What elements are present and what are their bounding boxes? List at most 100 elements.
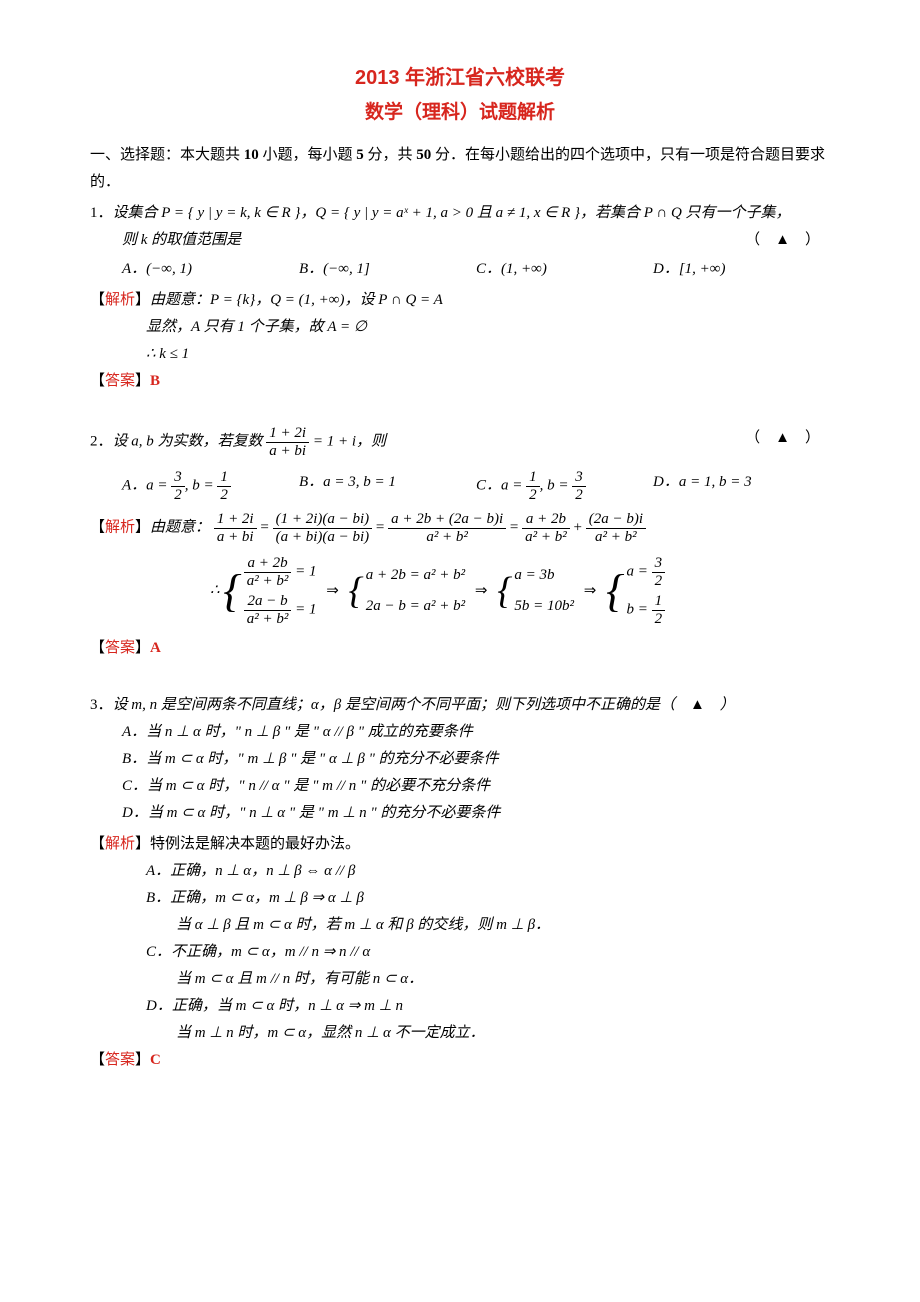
- answer-blank: （ ▲ ）: [745, 425, 820, 452]
- frac-num: a + 2b: [244, 555, 292, 573]
- opt-pre: C．a =: [476, 478, 526, 494]
- q1-stem: 1．设集合 P = { y | y = k, k ∈ R }，Q = { y |…: [90, 200, 830, 227]
- q2-option-a: A．a = 32, b = 12: [122, 469, 299, 503]
- answer-label: 答案: [105, 373, 135, 389]
- q2-analysis-system: ∴ { a + 2ba² + b² = 1 2a − ba² + b² = 1 …: [90, 555, 830, 627]
- q1-answer-value: B: [150, 373, 160, 389]
- bracket: 】: [135, 292, 150, 308]
- frac-num: a + 2b + (2a − b)i: [388, 511, 506, 529]
- frac-den: 2: [652, 573, 666, 590]
- frac-den: a² + b²: [586, 529, 646, 546]
- brace-icon: {: [223, 573, 241, 610]
- frac-den: a² + b²: [244, 573, 292, 590]
- system-3: { a = 3b 5b = 10b²: [497, 562, 574, 620]
- frac-num: 3: [572, 469, 586, 487]
- q3-analysis-d1: D．正确，当 m ⊂ α 时，n ⊥ α ⇒ m ⊥ n: [90, 993, 830, 1020]
- q3-analysis-d2: 当 m ⊥ n 时，m ⊂ α，显然 n ⊥ α 不一定成立．: [90, 1020, 830, 1047]
- bracket: 【: [90, 836, 105, 852]
- arrow-icon: ⇒: [584, 583, 597, 599]
- bracket: 】: [135, 836, 150, 852]
- section-num: 5: [356, 147, 364, 163]
- frac: a + 2ba² + b²: [522, 511, 570, 545]
- bracket: 【: [90, 373, 105, 389]
- question-2: 2．设 a, b 为实数，若复数 1 + 2ia + bi = 1 + i，则 …: [90, 425, 830, 662]
- q2-option-b: B．a = 3, b = 1: [299, 469, 476, 503]
- opt-pre: A．a =: [122, 478, 171, 494]
- brace-icon: {: [497, 576, 512, 606]
- bracket: 】: [135, 640, 150, 656]
- sys-row: 5b = 10b²: [514, 593, 574, 620]
- frac-num: 3: [652, 555, 666, 573]
- q2-answer-value: A: [150, 640, 161, 656]
- frac-den: a² + b²: [244, 611, 292, 628]
- q1-analysis-3: ∴ k ≤ 1: [90, 341, 830, 368]
- q2-stem-pre: 设 a, b 为实数，若复数: [113, 434, 267, 450]
- q2-analysis: 【解析】由题意： 1 + 2ia + bi = (1 + 2i)(a − bi)…: [90, 511, 830, 545]
- opt-mid: , b =: [540, 478, 573, 494]
- question-3: 3．设 m, n 是空间两条不同直线；α，β 是空间两个不同平面；则下列选项中不…: [90, 692, 830, 1074]
- page-title: 2013 年浙江省六校联考: [90, 60, 830, 96]
- frac-den: 2: [572, 487, 586, 504]
- frac-den: a + bi: [214, 529, 257, 546]
- q3-analysis-intro: 特例法是解决本题的最好办法。: [150, 836, 360, 852]
- q1-option-a: A．(−∞, 1): [122, 256, 299, 283]
- page-subtitle: 数学（理科）试题解析: [90, 96, 830, 130]
- section-heading: 一、选择题：本大题共 10 小题，每小题 5 分，共 50 分．在每小题给出的四…: [90, 142, 830, 196]
- frac-num: a + 2b: [522, 511, 570, 529]
- bracket: 【: [90, 640, 105, 656]
- q2-answer: 【答案】A: [90, 635, 830, 662]
- q2-option-d: D．a = 1, b = 3: [653, 469, 830, 503]
- q1-number: 1．: [90, 205, 113, 221]
- system-4: { a = 32 b = 12: [606, 555, 665, 627]
- frac-num: 1 + 2i: [214, 511, 257, 529]
- frac-den: 2: [652, 611, 666, 628]
- q1-option-d: D．[1, +∞): [653, 256, 830, 283]
- q3-analysis-c2: 当 m ⊂ α 且 m // n 时，有可能 n ⊂ α．: [90, 966, 830, 993]
- q1-option-c: C．(1, +∞): [476, 256, 653, 283]
- frac: (1 + 2i)(a − bi)(a + bi)(a − bi): [273, 511, 373, 545]
- analysis-label: 解析: [105, 520, 135, 536]
- q1-answer: 【答案】B: [90, 368, 830, 395]
- frac-num: 3: [171, 469, 185, 487]
- frac-den: 2: [171, 487, 185, 504]
- arrow-icon: ⇒: [475, 583, 488, 599]
- q1-options: A．(−∞, 1) B．(−∞, 1] C．(1, +∞) D．[1, +∞): [90, 256, 830, 283]
- q1-stem-line2-wrap: 则 k 的取值范围是 （ ▲ ）: [90, 227, 830, 254]
- plus: +: [573, 520, 585, 536]
- equals: =: [376, 520, 388, 536]
- bracket: 】: [135, 373, 150, 389]
- section-num: 10: [244, 147, 259, 163]
- frac-num: 1: [652, 593, 666, 611]
- q3-analysis-a: A．正确，n ⊥ α，n ⊥ β ⇔ α // β: [90, 858, 830, 885]
- bracket: 】: [135, 520, 150, 536]
- frac-den: 2: [217, 487, 231, 504]
- sys-row: a + 2b = a² + b²: [366, 562, 465, 589]
- q3-option-d: D．当 m ⊂ α 时，" n ⊥ α " 是 " m ⊥ n " 的充分不必要…: [90, 800, 830, 827]
- frac-den: a + bi: [266, 443, 309, 460]
- q2-stem: 2．设 a, b 为实数，若复数 1 + 2ia + bi = 1 + i，则 …: [90, 425, 830, 459]
- q2-number: 2．: [90, 434, 113, 450]
- bracket: 【: [90, 520, 105, 536]
- brace-icon: {: [349, 576, 364, 606]
- system-2: { a + 2b = a² + b² 2a − b = a² + b²: [349, 562, 466, 620]
- q3-answer: 【答案】C: [90, 1047, 830, 1074]
- frac-den: (a + bi)(a − bi): [273, 529, 373, 546]
- q3-analysis: 【解析】特例法是解决本题的最好办法。: [90, 831, 830, 858]
- q3-option-b: B．当 m ⊂ α 时，" m ⊥ β " 是 " α ⊥ β " 的充分不必要…: [90, 746, 830, 773]
- opt-mid: , b =: [185, 478, 218, 494]
- q2-options: A．a = 32, b = 12 B．a = 3, b = 1 C．a = 12…: [90, 469, 830, 503]
- brace-icon: {: [606, 573, 624, 610]
- answer-label: 答案: [105, 640, 135, 656]
- question-1: 1．设集合 P = { y | y = k, k ∈ R }，Q = { y |…: [90, 200, 830, 395]
- answer-label: 答案: [105, 1052, 135, 1068]
- q3-option-a: A．当 n ⊥ α 时，" n ⊥ β " 是 " α // β " 成立的充要…: [90, 719, 830, 746]
- sys-pre: b =: [627, 602, 652, 618]
- q3-option-c: C．当 m ⊂ α 时，" n // α " 是 " m // n " 的必要不…: [90, 773, 830, 800]
- section-text: 分，共: [364, 147, 417, 163]
- q1-stem-line1: 设集合 P = { y | y = k, k ∈ R }，Q = { y | y…: [113, 205, 791, 221]
- frac: (2a − b)ia² + b²: [586, 511, 646, 545]
- q2-stem-frac: 1 + 2ia + bi: [266, 425, 309, 459]
- q3-answer-value: C: [150, 1052, 161, 1068]
- arrow-icon: ⇒: [326, 583, 339, 599]
- q1-stem-line2: 则 k 的取值范围是: [122, 232, 241, 248]
